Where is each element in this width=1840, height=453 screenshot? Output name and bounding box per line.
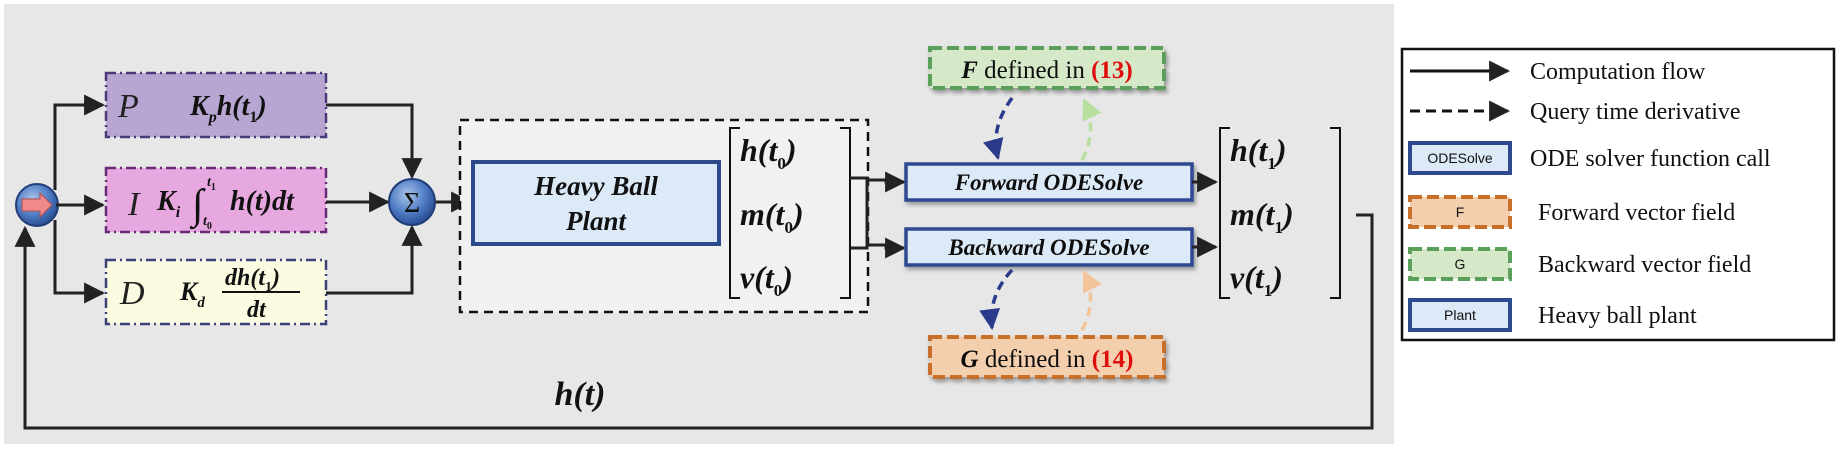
g-vector-field: G defined in (14): [928, 335, 1166, 379]
p-letter: P: [117, 88, 139, 125]
integral-sign: ∫: [189, 182, 206, 230]
legend-swatch-text-4: G: [1455, 256, 1466, 272]
input-branches: [53, 94, 106, 304]
f-return-arrow: [1080, 98, 1102, 161]
state-vector-out: h(t1) m(t1) v(t1): [1219, 127, 1341, 300]
i-block: I Ki ∫ t1 t0 h(t)dt: [104, 166, 328, 234]
pid-to-sum: [326, 103, 423, 295]
legend-label-4: Backward vector field: [1538, 252, 1751, 278]
p-block: P Kph(t1): [104, 71, 328, 139]
d-numerator: dh(t1): [225, 265, 280, 295]
legend-label-5: Heavy ball plant: [1538, 303, 1697, 329]
legend-swatch-text-2: ODESolve: [1427, 150, 1493, 166]
d-block: D Kd dh(t1) dt: [104, 258, 328, 326]
query-arrows: [979, 96, 1102, 331]
feedback-loop: [14, 213, 1374, 430]
g-label: G defined in (14): [961, 346, 1134, 373]
legend: Computation flow Query time derivative ODE…: [1400, 47, 1836, 342]
f-vector-field: F defined in (13): [928, 46, 1166, 90]
backward-query-arrow: [979, 268, 1014, 331]
backward-odesolve: Backward ODESolve: [904, 227, 1194, 267]
i-k: Ki: [156, 186, 181, 221]
legend-label-0: Computation flow: [1530, 59, 1706, 85]
d-k: Kd: [179, 277, 205, 311]
legend-item-4: G Backward vector field: [1408, 247, 1751, 281]
legend-item-1: Query time derivative: [1410, 99, 1741, 125]
solvers-to-output: [1192, 171, 1219, 258]
legend-label-3: Forward vector field: [1538, 200, 1735, 226]
i-body: h(t)dt: [230, 186, 295, 217]
legend-swatch-4: [1408, 247, 1512, 281]
state-out-row-0: h(t1): [1230, 132, 1287, 173]
legend-swatch-5: [1408, 298, 1512, 332]
sum-node: Σ: [388, 178, 436, 226]
state-out-row-2: v(t1): [1230, 259, 1283, 300]
forward-odesolve-label: Forward ODESolve: [954, 170, 1144, 195]
state-vector-in: h(t0) m(t0) v(t0): [729, 127, 851, 300]
d-letter: D: [119, 275, 145, 312]
forward-odesolve: Forward ODESolve: [904, 162, 1194, 202]
backward-odesolve-label: Backward ODESolve: [947, 235, 1149, 260]
legend-label-1: Query time derivative: [1530, 99, 1741, 125]
legend-label-2: ODE solver function call: [1530, 146, 1771, 172]
i-upper-limit: t1: [207, 175, 216, 193]
i-lower-limit: t0: [203, 214, 212, 232]
input-arrow-icon: [21, 191, 53, 219]
sum-symbol: Σ: [404, 188, 420, 219]
state-out-row-1: m(t1): [1230, 196, 1294, 237]
f-label: F defined in (13): [960, 57, 1133, 84]
heavy-ball-plant: Heavy Ball Plant: [471, 160, 721, 246]
input-node: [15, 183, 59, 227]
i-letter: I: [127, 186, 141, 223]
legend-item-0: Computation flow: [1410, 59, 1706, 85]
legend-item-5: Plant Heavy ball plant: [1408, 298, 1697, 332]
legend-box: [1400, 47, 1836, 342]
g-return-arrow: [1080, 270, 1102, 331]
legend-swatch-3: [1408, 195, 1512, 229]
feedback-label: h(t): [555, 376, 606, 413]
forward-query-arrow: [982, 96, 1014, 161]
d-denominator: dt: [247, 297, 267, 323]
legend-item-3: F Forward vector field: [1408, 195, 1735, 229]
state-in-row-1: m(t0): [740, 196, 804, 237]
legend-swatch-2: [1408, 141, 1512, 175]
legend-swatch-text-3: F: [1456, 204, 1465, 220]
p-expression: Kph(t1): [189, 91, 267, 126]
plant-line-2: Plant: [565, 206, 628, 236]
state-in-row-2: v(t0): [740, 259, 793, 300]
plant-line-1: Heavy Ball: [533, 171, 658, 201]
legend-item-2: ODESolve ODE solver function call: [1408, 141, 1771, 175]
state-in-row-0: h(t0): [740, 132, 797, 173]
state-to-solvers: [850, 171, 907, 259]
legend-swatch-text-5: Plant: [1444, 307, 1476, 323]
